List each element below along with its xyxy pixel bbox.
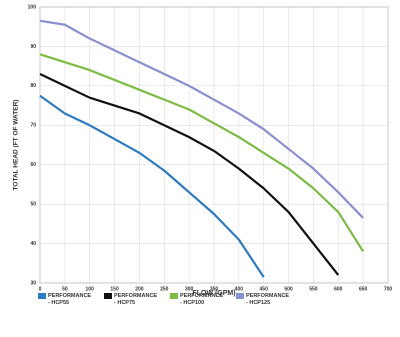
series-line: [39, 73, 340, 276]
x-tick-label: 650: [359, 286, 368, 292]
legend-label: PERFORMANCE - HCP55: [48, 293, 92, 306]
series-line: [39, 94, 265, 278]
x-tick-label: 350: [210, 286, 219, 292]
legend-label: PERFORMANCE - HCP75: [114, 293, 158, 306]
x-tick-label: 50: [62, 286, 68, 292]
legend-label: PERFORMANCE - HCP100: [180, 293, 224, 306]
x-tick-label: 500: [284, 286, 293, 292]
legend-swatch: [170, 293, 178, 299]
series-line: [39, 53, 365, 253]
legend-swatch: [38, 293, 46, 299]
legend-label: PERFORMANCE - HCP125: [246, 293, 290, 306]
series-line: [39, 19, 364, 219]
x-tick-label: 200: [135, 286, 144, 292]
grid: [39, 6, 389, 284]
y-axis-label: TOTAL HEAD (FT OF WATER): [13, 100, 20, 191]
x-tick-label: 100: [86, 286, 95, 292]
legend-item: PERFORMANCE - HCP75: [104, 293, 170, 307]
y-tick-label: 60: [30, 162, 36, 168]
x-tick-label: 300: [185, 286, 194, 292]
x-tick-label: 0: [39, 286, 42, 292]
y-tick-label: 100: [28, 4, 37, 10]
y-tick-label: 40: [30, 241, 36, 247]
legend-item: PERFORMANCE - HCP100: [170, 293, 236, 307]
x-tick-label: 700: [384, 286, 393, 292]
y-tick-label: 50: [30, 201, 36, 207]
legend-swatch: [236, 293, 244, 299]
x-axis-label: FLOW (GPM): [192, 290, 235, 297]
x-tick-label: 150: [110, 286, 119, 292]
x-tick-label: 550: [309, 286, 318, 292]
x-tick-label: 400: [235, 286, 244, 292]
y-tick-label: 90: [30, 44, 36, 50]
x-tick-label: 250: [160, 286, 169, 292]
x-tick-label: 450: [260, 286, 269, 292]
y-tick-label: 30: [30, 280, 36, 286]
legend-swatch: [104, 293, 112, 299]
legend-item: PERFORMANCE - HCP55: [38, 293, 104, 307]
legend-item: PERFORMANCE - HCP125: [236, 293, 302, 307]
y-tick-label: 80: [30, 83, 36, 89]
y-tick-label: 70: [30, 123, 36, 129]
x-tick-label: 600: [334, 286, 343, 292]
